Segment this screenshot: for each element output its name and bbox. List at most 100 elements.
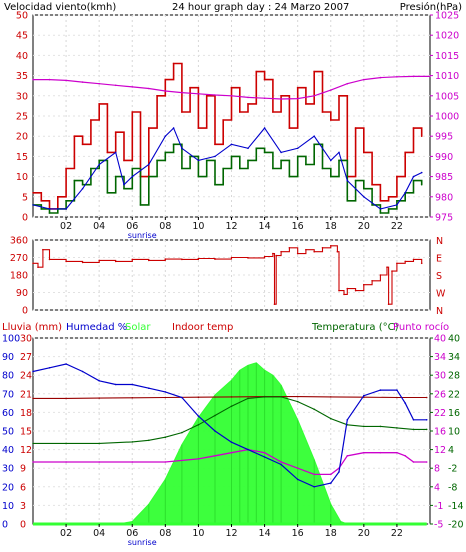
wind-direction-point: [330, 245, 332, 247]
wind-direction-point: [42, 248, 44, 251]
wind-direction-point: [346, 287, 349, 290]
dew-point-point: [346, 455, 349, 457]
pressure-point: [296, 97, 299, 100]
temp-y-tick-label-alt: 10: [448, 427, 460, 438]
atmosphere-x-tick-label: 04: [93, 528, 105, 539]
wind-average-point: [288, 175, 291, 178]
indoor-temp-point: [32, 397, 34, 400]
pressure-y-tick-label: 1015: [435, 51, 459, 62]
series-header-label: Punto rocío: [393, 321, 449, 333]
compass-tick-label: N: [436, 236, 443, 247]
wind-direction-point: [371, 280, 373, 282]
temp-y-tick-label: 16: [434, 427, 446, 438]
wind-average-point: [189, 155, 191, 158]
compass-tick-label: W: [436, 289, 446, 300]
direction-panel-grid: [33, 239, 430, 311]
humidity-point: [214, 430, 216, 432]
dew-point-point: [230, 451, 233, 454]
atmosphere-x-tick-label: 12: [225, 528, 237, 539]
wind-speed-point: [272, 111, 274, 113]
humidity-point: [197, 415, 200, 417]
wind-average-point: [354, 179, 357, 182]
wind-average-point: [114, 175, 117, 178]
wind-speed-point: [114, 131, 117, 133]
wind-average-point: [296, 155, 299, 158]
wind-y-tick-label: 25: [16, 112, 28, 123]
wind-speed-point: [90, 119, 92, 121]
pressure-point: [280, 98, 282, 100]
wind-direction-point: [197, 257, 200, 260]
wind-average-point: [396, 200, 398, 202]
temp-y-tick-label: -5: [434, 520, 443, 531]
wind-direction-point: [404, 260, 407, 263]
atmosphere-x-tick-label: 08: [159, 528, 171, 539]
wind-speed-point: [371, 183, 373, 186]
wind-gust-point: [247, 147, 249, 150]
wind-gust-point: [263, 127, 266, 129]
humidity-y-tick-label: 70: [2, 389, 14, 400]
indoor-temp-point: [197, 396, 200, 399]
wind-gust-point: [346, 179, 349, 182]
wind-direction-point: [131, 258, 134, 261]
chart-title: 24 hour graph day : 24 Marzo 2007: [172, 2, 349, 13]
wind-average-point: [73, 179, 76, 182]
pressure-point: [346, 82, 349, 85]
wind-speed-point: [123, 159, 125, 162]
rain-y-tick-label: 18: [20, 408, 32, 419]
wind-average-point: [40, 208, 43, 210]
wind-gust-point: [81, 187, 84, 190]
wind-direction-point: [336, 250, 339, 253]
wind-y-tick-label: 35: [16, 71, 28, 82]
indoor-temp-point: [296, 395, 299, 398]
wind-y-tick-label: 20: [16, 132, 28, 143]
wind-average-point: [346, 200, 349, 202]
temp-y-tick-label-alt: 16: [448, 408, 460, 419]
compass-tick-label: N: [436, 306, 443, 317]
humidity-point: [32, 370, 34, 373]
wind-direction-point: [354, 289, 357, 292]
temperature-point: [65, 442, 67, 445]
temp-y-tick-label-alt: -14: [448, 501, 464, 512]
humidity-point: [98, 380, 100, 382]
dew-point-point: [379, 451, 382, 454]
wind-average-point: [313, 143, 316, 146]
wind-speed-point: [57, 196, 59, 198]
wind-y-tick-label: 45: [16, 31, 28, 42]
wind-gust-point: [123, 183, 125, 186]
wind-average-point: [263, 151, 266, 154]
temp-y-tick-label: 4: [434, 482, 440, 493]
wind-gust-point: [330, 159, 332, 162]
wind-gust-point: [214, 155, 216, 158]
temp-y-tick-label: 30: [434, 371, 446, 382]
wind-direction-point: [321, 247, 324, 249]
pressure-point: [65, 79, 67, 82]
wind-average-point: [420, 183, 423, 186]
humidity-y-tick-label: 20: [2, 482, 14, 493]
humidity-point: [164, 391, 167, 393]
wind-speed-point: [288, 127, 291, 129]
dew-point-point: [214, 455, 216, 457]
atmosphere-panel-headers: Lluvia (mm) Humedad %Solar Indoor temp Temp…: [2, 321, 449, 333]
wind-speed-point: [412, 127, 415, 129]
wind-y-tick-label: 0: [22, 213, 28, 224]
wind-gust-point: [32, 204, 34, 206]
wind-speed-point: [181, 111, 183, 113]
wind-speed-point: [420, 135, 423, 137]
wind-direction-point: [263, 255, 266, 258]
wind-speed-point: [230, 86, 233, 89]
humidity-y-tick-label: 100: [2, 334, 20, 345]
wind-speed-point: [81, 143, 84, 146]
direction-panel-axes: 0 N 90 W 180 S 270 E 360 N: [10, 236, 446, 318]
temp-y-tick-label-alt: 28: [448, 371, 460, 382]
indoor-temp-point: [131, 397, 134, 399]
wind-direction-point: [230, 256, 233, 259]
rain-y-tick-label: 3: [20, 501, 26, 512]
wind-direction-point: [181, 258, 183, 261]
humidity-point: [181, 396, 183, 399]
wind-average-point: [412, 179, 415, 182]
temperature-point: [263, 396, 266, 398]
pressure-y-tick-label: 1020: [435, 31, 459, 42]
wind-speed-point: [404, 151, 407, 154]
wind-speed-point: [156, 95, 158, 97]
